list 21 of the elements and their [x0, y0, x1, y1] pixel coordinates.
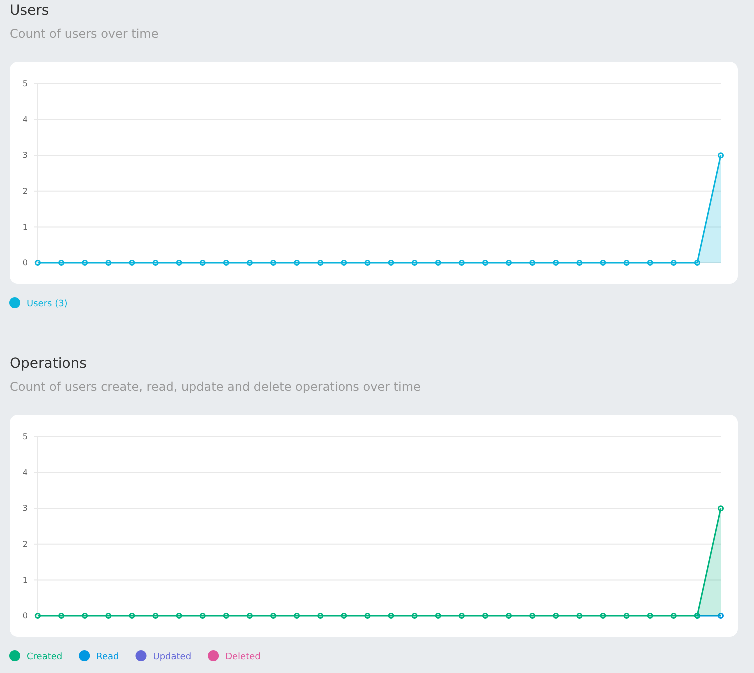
y-tick-label: 3: [22, 151, 28, 160]
legend-label: Deleted: [226, 652, 261, 662]
y-tick-label: 0: [22, 258, 28, 268]
legend-label: Read: [96, 652, 120, 662]
y-tick-label: 3: [22, 504, 28, 514]
y-tick-label: 2: [22, 540, 28, 549]
chart-title: Operations: [10, 356, 87, 372]
y-tick-label: 5: [22, 432, 28, 442]
y-tick-label: 2: [22, 186, 28, 196]
legend-label: Users (3): [27, 300, 68, 310]
y-tick-label: 1: [22, 576, 28, 585]
chart-subtitle: Count of users over time: [10, 27, 159, 41]
chart-title: Users: [10, 3, 50, 19]
y-tick-label: 5: [22, 80, 28, 89]
y-tick-label: 4: [22, 468, 28, 478]
y-tick-label: 0: [22, 612, 28, 621]
legend-label: Created: [27, 652, 63, 662]
legend-label: Updated: [153, 652, 192, 662]
y-tick-label: 4: [22, 115, 28, 124]
y-tick-label: 1: [22, 222, 28, 232]
chart-subtitle: Count of users create, read, update and delete operations over time: [10, 380, 421, 394]
